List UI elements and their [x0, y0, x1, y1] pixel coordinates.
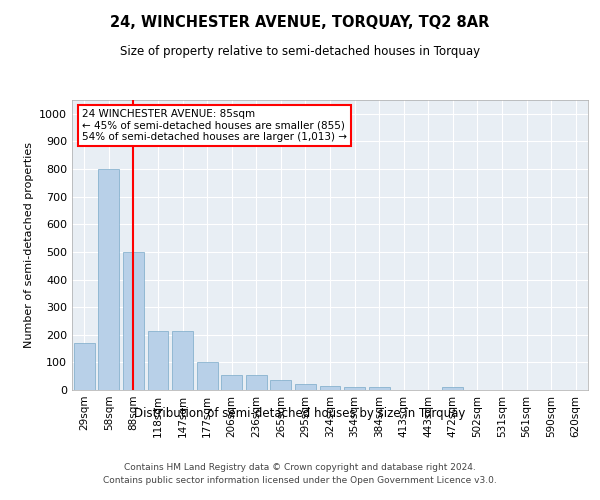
- Text: Distribution of semi-detached houses by size in Torquay: Distribution of semi-detached houses by …: [134, 408, 466, 420]
- Bar: [221, 375, 242, 390]
- Bar: [320, 386, 340, 390]
- Bar: [271, 380, 292, 390]
- Bar: [148, 330, 169, 390]
- Bar: [172, 330, 193, 390]
- Bar: [98, 169, 119, 390]
- Text: Contains HM Land Registry data © Crown copyright and database right 2024.
Contai: Contains HM Land Registry data © Crown c…: [103, 464, 497, 485]
- Bar: [197, 362, 218, 390]
- Bar: [74, 343, 95, 390]
- Text: 24, WINCHESTER AVENUE, TORQUAY, TQ2 8AR: 24, WINCHESTER AVENUE, TORQUAY, TQ2 8AR: [110, 15, 490, 30]
- Y-axis label: Number of semi-detached properties: Number of semi-detached properties: [23, 142, 34, 348]
- Bar: [246, 375, 267, 390]
- Text: 24 WINCHESTER AVENUE: 85sqm
← 45% of semi-detached houses are smaller (855)
54% : 24 WINCHESTER AVENUE: 85sqm ← 45% of sem…: [82, 108, 347, 142]
- Text: Size of property relative to semi-detached houses in Torquay: Size of property relative to semi-detach…: [120, 45, 480, 58]
- Bar: [442, 387, 463, 390]
- Bar: [344, 387, 365, 390]
- Bar: [123, 252, 144, 390]
- Bar: [368, 387, 389, 390]
- Bar: [295, 384, 316, 390]
